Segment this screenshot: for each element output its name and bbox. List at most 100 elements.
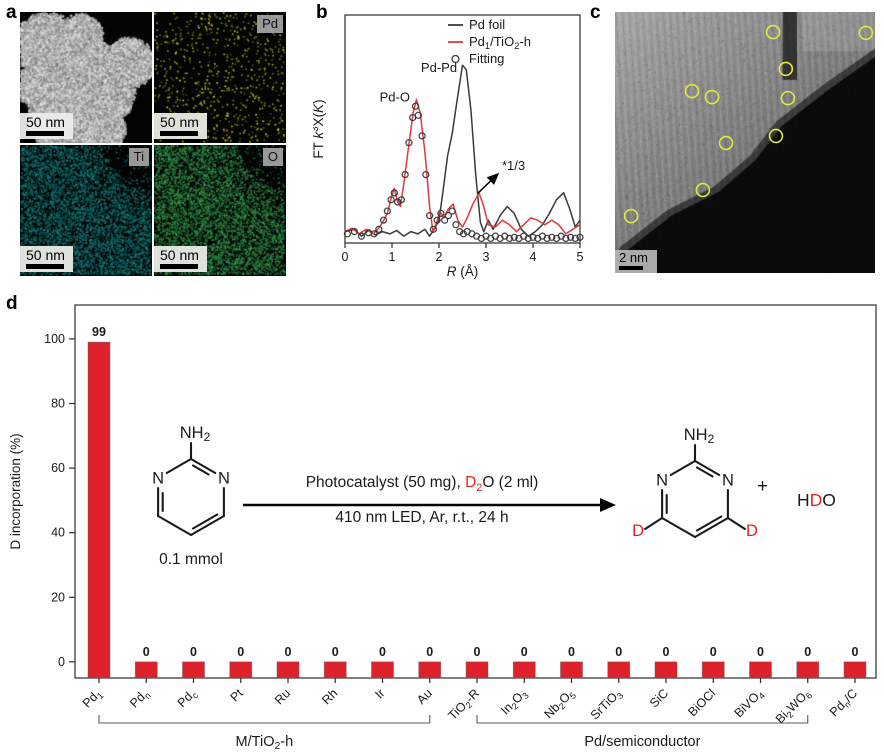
svg-text:D: D [746, 522, 758, 540]
svg-text:0: 0 [332, 645, 339, 659]
scalebar-text: 50 nm [26, 114, 65, 130]
svg-text:R (Å): R (Å) [447, 264, 479, 279]
pd-map-tile: Pd 50 nm [154, 12, 286, 143]
svg-text:0: 0 [615, 645, 622, 659]
svg-text:NH2: NH2 [684, 426, 714, 446]
svg-text:SiC: SiC [647, 686, 671, 710]
plus-sign: + [757, 476, 769, 497]
svg-text:40: 40 [51, 526, 65, 540]
svg-text:0: 0 [237, 645, 244, 659]
d-incorporation-chart: 0 20 40 60 80 100 D incorporation (%) 99 Pd1 0 Pdn… [8, 304, 877, 752]
panel-b-label: b [316, 2, 328, 23]
panel-a-label: a [6, 2, 17, 23]
scalebar: 50 nm [20, 246, 73, 272]
svg-text:2: 2 [436, 250, 443, 264]
svg-text:N: N [656, 472, 668, 490]
svg-text:0: 0 [663, 645, 670, 659]
svg-text:20: 20 [51, 590, 65, 604]
panel-d-label: d [6, 293, 18, 314]
product-molecule: N N NH2 D D [632, 426, 758, 540]
byproduct-hdo: HDO [797, 490, 836, 510]
svg-text:*1/3: *1/3 [502, 158, 525, 173]
element-label: Ti [128, 148, 149, 166]
svg-text:0: 0 [379, 645, 386, 659]
svg-text:Nb2O5: Nb2O5 [541, 686, 578, 723]
svg-text:5: 5 [577, 250, 584, 264]
svg-text:SrTiO3: SrTiO3 [588, 686, 626, 724]
svg-text:99: 99 [92, 325, 106, 339]
svg-text:80: 80 [51, 396, 65, 410]
svg-text:0: 0 [710, 645, 717, 659]
svg-text:Pd-O: Pd-O [380, 90, 410, 105]
scalebar: 2 nm [615, 250, 657, 273]
haadf-atom-image: 2 nm [615, 12, 875, 273]
scalebar-bar [619, 266, 643, 270]
stem-image-tile: 50 nm [20, 12, 152, 143]
svg-text:N: N [152, 470, 164, 488]
reaction-reagents: Photocatalyst (50 mg), D2O (2 ml) [305, 474, 539, 495]
svg-text:0: 0 [474, 645, 481, 659]
svg-text:Pdc: Pdc [175, 686, 201, 712]
svg-text:0: 0 [58, 655, 65, 669]
svg-text:100: 100 [44, 332, 65, 346]
reaction-conditions: 410 nm LED, Ar, r.t., 24 h [335, 509, 509, 526]
svg-text:Pd foil: Pd foil [469, 17, 505, 32]
svg-text:Pd/semiconductor: Pd/semiconductor [584, 734, 700, 750]
svg-text:0: 0 [804, 645, 811, 659]
scalebar-text: 50 nm [26, 247, 65, 263]
scalebar: 50 nm [154, 246, 207, 272]
svg-text:FT k3X(K): FT k3X(K) [313, 99, 326, 158]
svg-text:Fitting: Fitting [469, 51, 504, 66]
svg-text:N: N [218, 470, 230, 488]
scalebar: 50 nm [154, 113, 207, 139]
svg-text:0: 0 [757, 645, 764, 659]
svg-text:Pt: Pt [228, 686, 247, 705]
svg-text:Pd1/TiO2-h: Pd1/TiO2-h [469, 34, 531, 51]
element-label: Pd [257, 15, 283, 33]
svg-text:0: 0 [521, 645, 528, 659]
svg-text:1: 1 [389, 250, 396, 264]
svg-text:N: N [722, 472, 734, 490]
scalebar-text: 50 nm [160, 114, 199, 130]
svg-text:NH2: NH2 [180, 424, 210, 444]
svg-text:BiOCl: BiOCl [685, 686, 718, 719]
svg-text:60: 60 [51, 461, 65, 475]
svg-text:Ru: Ru [272, 686, 293, 707]
scalebar-bar [26, 131, 64, 136]
svg-text:Ir: Ir [372, 686, 387, 701]
eds-map-grid: 50 nm Pd 50 nm Ti 50 nm O 50 nm [20, 12, 286, 276]
panel-c-label: c [590, 2, 601, 23]
svg-text:Pdn/C: Pdn/C [827, 686, 862, 721]
svg-text:D incorporation (%): D incorporation (%) [8, 433, 23, 549]
ti-map-tile: Ti 50 nm [20, 145, 152, 276]
element-label: O [262, 148, 283, 166]
svg-text:3: 3 [483, 250, 490, 264]
reactant-molecule: N N NH2 [152, 424, 230, 537]
svg-text:Au: Au [414, 686, 435, 707]
svg-text:Pd-Pd: Pd-Pd [421, 60, 457, 75]
svg-text:0: 0 [285, 645, 292, 659]
svg-text:TiO2-R: TiO2-R [445, 686, 483, 724]
svg-text:0: 0 [143, 645, 150, 659]
svg-text:4: 4 [530, 250, 537, 264]
svg-text:0: 0 [190, 645, 197, 659]
svg-text:Pd1: Pd1 [80, 686, 106, 712]
svg-text:D: D [632, 522, 644, 540]
svg-text:Rh: Rh [319, 686, 340, 707]
svg-text:Pdn: Pdn [127, 686, 153, 712]
scalebar-bar [160, 131, 198, 136]
o-map-tile: O 50 nm [154, 145, 286, 276]
svg-text:BiVO4: BiVO4 [732, 686, 767, 721]
svg-text:In2O3: In2O3 [498, 686, 531, 719]
scalebar-bar [160, 264, 198, 269]
scalebar-bar [26, 264, 64, 269]
svg-text:0: 0 [426, 645, 433, 659]
scalebar-text: 50 nm [160, 247, 199, 263]
scalebar: 50 nm [20, 113, 73, 139]
svg-text:0: 0 [852, 645, 859, 659]
reactant-amount: 0.1 mmol [159, 551, 223, 568]
haadf-canvas [615, 12, 875, 273]
scalebar-text: 2 nm [619, 250, 648, 265]
